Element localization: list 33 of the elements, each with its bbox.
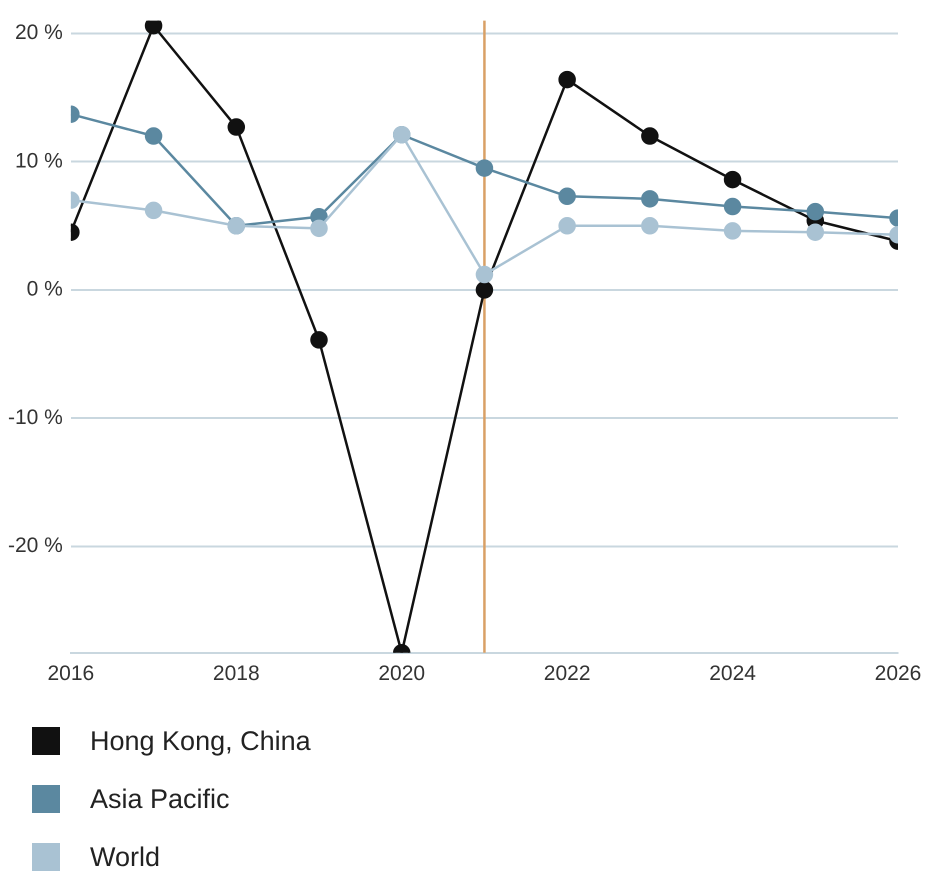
point (476, 266, 494, 284)
y-tick-label: -10 % (8, 406, 63, 429)
y-tick-label: 0 % (26, 278, 63, 301)
point (476, 159, 494, 177)
point (724, 222, 742, 240)
x-tick-label: 2022 (544, 662, 591, 686)
point (558, 70, 576, 88)
point (144, 127, 162, 145)
y-tick-label: -20 % (8, 534, 63, 558)
point (228, 118, 246, 136)
point (724, 170, 742, 188)
point (558, 188, 576, 206)
point (806, 223, 824, 241)
point (641, 127, 659, 145)
x-tick-label: 2024 (709, 662, 756, 686)
x-tick-label: 2020 (378, 662, 426, 686)
point (724, 198, 742, 216)
legend-label: World (90, 842, 160, 872)
x-tick-label: 2018 (212, 662, 260, 686)
x-tick-label: 2016 (48, 662, 94, 686)
y-tick-label: 20 % (14, 21, 63, 44)
y-tick-label: 10 % (14, 149, 63, 172)
x-tick-label: 2026 (874, 662, 922, 686)
point (806, 202, 824, 220)
point (476, 281, 494, 299)
legend-label: Asia Pacific (90, 784, 230, 814)
point (641, 190, 659, 208)
legend-label: Hong Kong, China (90, 726, 311, 756)
point (641, 217, 659, 235)
point (144, 202, 162, 220)
point (310, 331, 328, 349)
point (310, 220, 328, 238)
point (558, 217, 576, 235)
